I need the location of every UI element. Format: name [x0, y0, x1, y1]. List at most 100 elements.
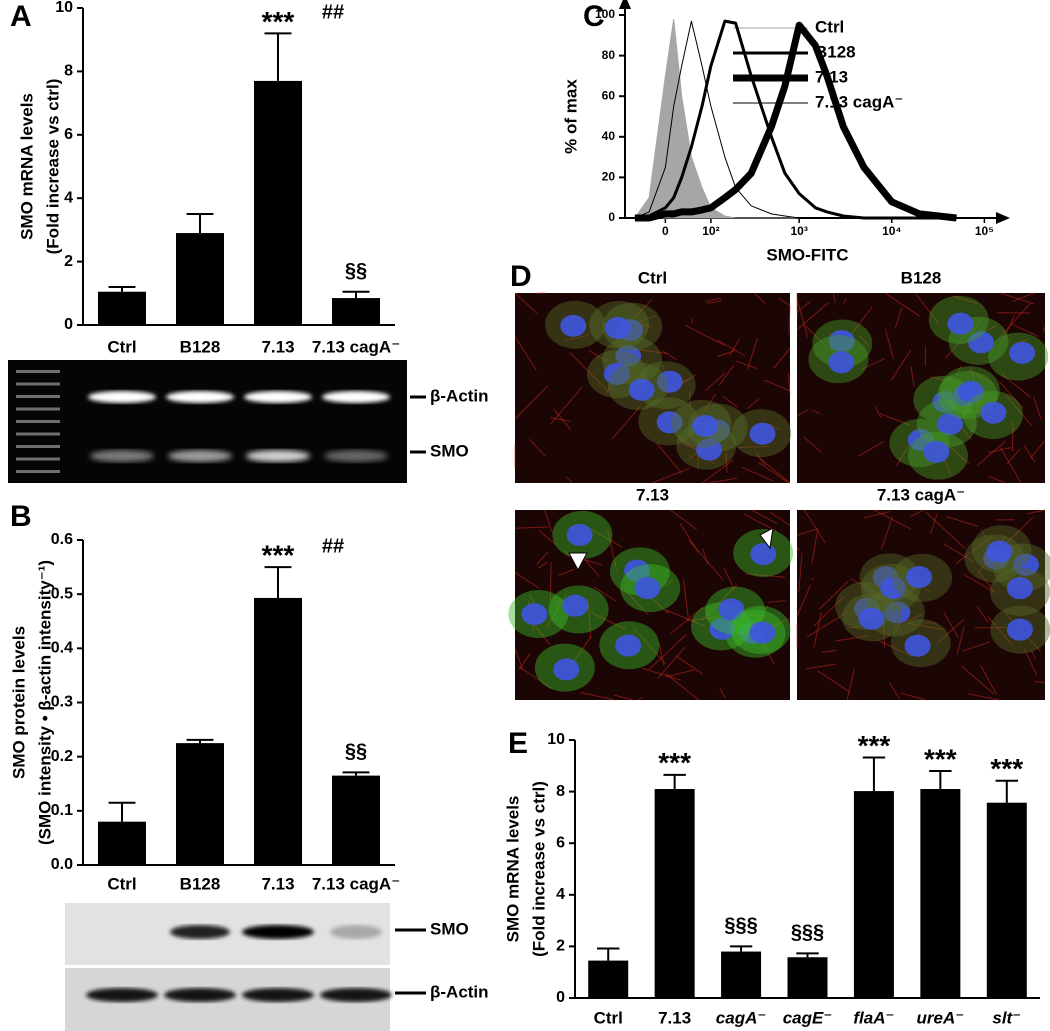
y-tick-label: 0.6 — [51, 531, 73, 548]
micrograph-fiber — [1003, 516, 1034, 547]
micrograph-fiber — [847, 306, 873, 339]
micrograph-fiber — [813, 611, 822, 648]
micrograph-fiber — [558, 568, 575, 576]
micrograph-fiber — [796, 546, 800, 552]
micrograph-fiber — [863, 511, 890, 519]
blot-band — [242, 925, 314, 939]
micrograph-fiber — [550, 386, 583, 425]
micrograph-fiber — [753, 292, 766, 304]
micrograph-fiber — [1042, 326, 1046, 333]
gel-band — [88, 391, 156, 403]
micrograph-fiber — [593, 586, 616, 602]
micrograph-nucleus — [709, 617, 736, 640]
y-tick-label: 0.5 — [51, 585, 73, 602]
y-tick-label: 2 — [556, 938, 565, 955]
micrograph-fiber — [569, 351, 609, 393]
micrograph-nucleus — [656, 411, 683, 434]
bar — [254, 597, 302, 865]
error-bar — [862, 756, 886, 792]
gel-band — [322, 391, 390, 403]
micrograph-fiber — [987, 475, 1006, 484]
significance-mark: §§§ — [724, 915, 757, 937]
y-tick-label: 4 — [64, 189, 73, 206]
micrograph-fiber — [962, 641, 990, 652]
gel-band — [244, 391, 312, 403]
micrograph-fiber — [665, 578, 674, 588]
micrograph-fiber — [587, 598, 592, 639]
micrograph-fiber — [980, 665, 998, 695]
error-bar — [342, 290, 370, 299]
gel-band — [324, 450, 388, 462]
x-tick-label: 7.13 — [261, 874, 294, 893]
bar — [98, 821, 146, 865]
bar — [920, 789, 961, 998]
micrograph-nucleus — [553, 658, 580, 681]
y-tick-label: 0 — [64, 316, 73, 333]
micrograph-fiber — [747, 337, 759, 370]
micrograph-fiber — [764, 379, 791, 392]
micrograph-fiber — [1000, 373, 1031, 398]
micrograph-fiber — [963, 573, 996, 594]
micrograph-fiber — [835, 635, 870, 642]
ladder-band — [16, 457, 60, 461]
micrograph-fiber — [806, 612, 846, 638]
x-tick-label: B128 — [180, 874, 221, 893]
micrograph-fiber — [999, 292, 1034, 305]
x-tick-label: 10⁴ — [882, 224, 901, 238]
micrograph-fiber — [514, 572, 540, 589]
micrograph-nucleus — [560, 314, 587, 337]
micrograph-fiber — [741, 466, 775, 482]
ladder-band — [16, 382, 60, 386]
legend-label: 7.13 cagA⁻ — [815, 92, 903, 111]
band-label: SMO — [430, 441, 469, 460]
micrograph-fiber — [709, 477, 738, 484]
micrograph-fiber — [518, 666, 553, 689]
micrograph-fiber — [778, 297, 791, 307]
micrograph-fiber — [976, 606, 989, 624]
micrograph-fiber — [987, 616, 1013, 646]
micrograph-fiber — [549, 561, 552, 601]
micrograph-fiber — [768, 423, 781, 431]
micrograph-fiber — [581, 556, 600, 577]
micrograph-fiber — [843, 298, 847, 304]
y-axis-label: (Fold increase vs ctrl) — [43, 79, 62, 255]
micrograph-fiber — [514, 336, 537, 371]
y-axis-label: (SMO intensity • β-actin intensity⁻¹) — [35, 560, 54, 845]
micrograph-nucleus — [603, 363, 630, 386]
x-tick-label: Ctrl — [107, 874, 136, 893]
micrograph-fiber — [1033, 396, 1042, 420]
micrograph-fiber — [638, 696, 643, 701]
micrograph-nucleus — [932, 390, 959, 413]
micrograph-fiber — [607, 530, 618, 571]
micrograph-fiber — [850, 578, 881, 596]
micrograph-fiber — [1006, 448, 1021, 465]
error-bar — [663, 773, 686, 790]
arrowhead-marker — [759, 527, 774, 550]
micrograph-fiber — [757, 461, 790, 484]
micrograph-fiber — [858, 335, 870, 347]
y-tick-label: 0 — [556, 989, 565, 1006]
x-tick-label: 10² — [702, 224, 719, 238]
panel-letter: D — [510, 260, 532, 293]
micrograph-fiber — [665, 673, 700, 701]
micrograph-fiber — [514, 292, 538, 314]
x-tick-label: B128 — [180, 337, 221, 356]
micrograph-fiber — [914, 292, 940, 324]
micrograph-fiber — [998, 381, 1024, 409]
micrograph-nucleus — [749, 621, 776, 644]
x-tick-label: cagE⁻ — [783, 1008, 833, 1027]
micrograph-fiber — [538, 561, 548, 569]
micrograph-fiber — [796, 528, 818, 536]
y-tick-label: 6 — [64, 126, 73, 143]
arrowhead-marker — [568, 552, 588, 572]
micrograph-fiber — [772, 348, 791, 369]
x-tick-label: 0 — [662, 224, 669, 238]
bar — [853, 791, 894, 998]
bar — [254, 80, 302, 325]
micrograph-fiber — [518, 653, 531, 670]
micrograph-fiber — [528, 593, 536, 606]
y-tick-label: 8 — [556, 783, 565, 800]
micrograph-fiber — [884, 328, 895, 360]
blot-band — [170, 925, 230, 939]
panel-letter: E — [508, 727, 528, 760]
